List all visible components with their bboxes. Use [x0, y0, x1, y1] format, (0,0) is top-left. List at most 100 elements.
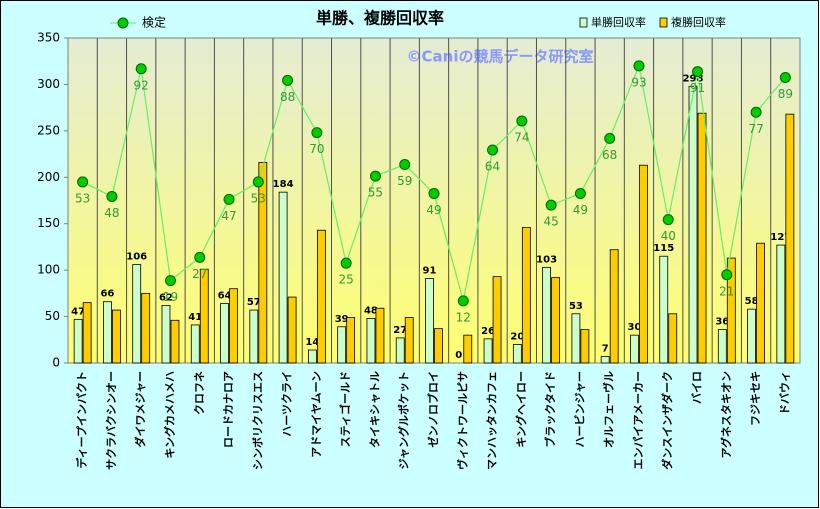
bar	[747, 308, 756, 364]
bar	[161, 305, 171, 364]
legend-label: 検定	[142, 15, 166, 30]
line-marker	[106, 190, 118, 202]
bar-label: 62	[159, 292, 173, 303]
bar	[697, 112, 707, 364]
x-tick-label: スティゴールド	[338, 371, 352, 447]
bar	[668, 313, 678, 364]
line-label: 25	[339, 273, 354, 287]
bar	[346, 317, 356, 364]
bar-label: 115	[653, 243, 674, 254]
line-marker	[282, 74, 294, 86]
bar-label: 36	[715, 317, 729, 328]
bar	[756, 242, 765, 364]
line-marker	[457, 295, 469, 307]
line-label: 77	[748, 122, 763, 136]
legend-marker	[117, 17, 129, 29]
line-marker	[252, 176, 264, 188]
plot-area	[67, 37, 801, 364]
bar-label: 103	[536, 254, 557, 265]
line-label: 64	[485, 160, 500, 174]
line-marker	[721, 269, 733, 281]
x-tick-label: シンボリクリスエス	[250, 371, 264, 470]
bar	[103, 301, 112, 364]
line-label: 88	[280, 90, 295, 104]
bar	[600, 356, 610, 364]
watermark: ©Caniの競馬データ研究室	[407, 48, 594, 66]
line-marker	[164, 275, 176, 287]
bar	[483, 338, 493, 364]
line-label: 40	[661, 229, 676, 243]
bar-label: 64	[218, 291, 232, 302]
bar	[492, 276, 502, 364]
line-marker	[340, 257, 352, 269]
line-label: 21	[719, 284, 734, 298]
bar-label: 0	[455, 350, 462, 361]
bar-label: 127	[770, 232, 791, 243]
bar-label: 41	[188, 312, 202, 323]
line-label: 93	[631, 75, 646, 89]
bar-label: 47	[71, 306, 85, 317]
x-tick-label: ヴィクトワールピサ	[455, 371, 469, 470]
bar	[571, 313, 581, 364]
x-tick-label: マンハッタンカフェ	[486, 371, 499, 470]
bar	[337, 326, 347, 364]
x-tick-label: キングヘイロー	[514, 371, 528, 448]
bar	[542, 266, 552, 364]
line-label: 89	[778, 87, 793, 101]
line-label: 55	[368, 186, 383, 200]
x-tick-label: ロードカナロア	[222, 371, 235, 448]
x-tick-label: ダンスインザダーク	[660, 371, 674, 470]
line-marker	[633, 60, 645, 72]
bar	[132, 264, 142, 364]
bar	[316, 229, 326, 364]
bar-label: 30	[627, 322, 641, 333]
bar-label: 20	[510, 331, 524, 342]
bar	[785, 113, 795, 364]
bar	[258, 162, 268, 364]
line-marker	[487, 144, 499, 156]
bar-label: 14	[305, 337, 319, 348]
line-marker	[662, 214, 674, 226]
x-tick-label: フジキセキ	[749, 371, 762, 426]
bar	[229, 288, 238, 364]
line-label: 74	[514, 130, 529, 144]
bar-label: 106	[126, 252, 147, 263]
y-tick-label: 50	[45, 309, 60, 323]
bar-label: 58	[745, 296, 759, 307]
x-tick-label: ゼンノロブロイ	[426, 371, 440, 447]
bar-label: 26	[481, 326, 495, 337]
bar	[463, 334, 473, 364]
x-tick-label: ダイワメジャー	[133, 371, 147, 447]
line-marker	[692, 66, 704, 78]
bar	[199, 268, 209, 364]
line-label: 27	[192, 267, 207, 281]
line-marker	[369, 170, 381, 182]
y-tick-label: 350	[37, 31, 60, 45]
x-tick-label: ハーツクライ	[281, 371, 294, 437]
line-label: 70	[309, 142, 324, 156]
bar	[512, 344, 522, 364]
x-tick-label: ディープインパクト	[75, 371, 89, 469]
x-tick-label: バイロ	[691, 371, 704, 404]
bar-label: 91	[423, 266, 437, 277]
x-tick-label: アグネスタキオン	[719, 371, 733, 458]
line-marker	[516, 115, 528, 127]
line-marker	[574, 188, 586, 200]
bar-label: 66	[100, 289, 114, 300]
y-tick-label: 100	[37, 263, 60, 277]
bar	[521, 227, 531, 364]
line-marker	[428, 188, 440, 200]
legend-label: 単勝回収率	[591, 15, 646, 29]
line-marker	[779, 71, 791, 83]
x-tick-label: サクラバクシンオー	[105, 371, 118, 470]
bar-label: 39	[335, 314, 349, 325]
line-marker	[311, 127, 323, 139]
x-tick-label: キングカメハメハ	[162, 371, 176, 459]
bar	[170, 319, 180, 364]
line-marker	[399, 159, 411, 171]
bar-label: 53	[569, 301, 583, 312]
x-tick-label: エンパイアメーカー	[632, 371, 645, 469]
legend-swatch	[659, 17, 668, 28]
line-label: 49	[573, 203, 588, 217]
line-label: 91	[690, 81, 705, 95]
